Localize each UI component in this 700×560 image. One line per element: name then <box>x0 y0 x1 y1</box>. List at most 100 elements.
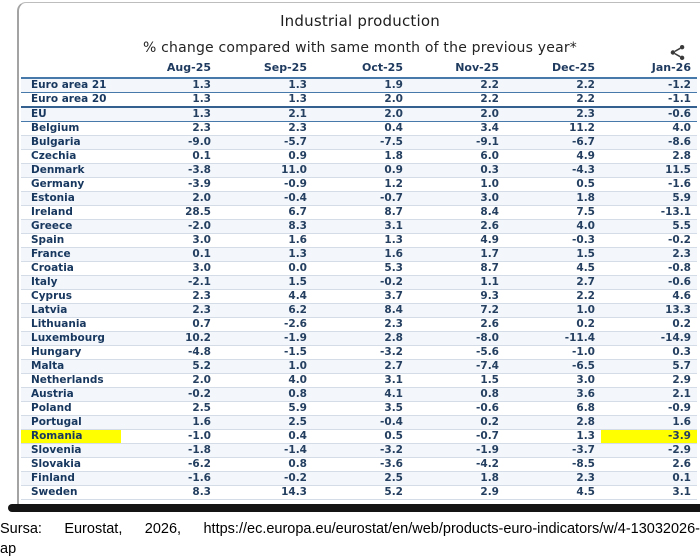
cell-value: 7.2 <box>409 303 505 318</box>
cell-value: 4.9 <box>409 233 505 248</box>
cell-value: 3.0 <box>409 191 505 206</box>
cell-value: 2.7 <box>505 275 601 290</box>
cell-value: 4.5 <box>505 261 601 276</box>
column-header: Aug-25 <box>121 60 217 79</box>
cell-value: -5.7 <box>217 135 313 150</box>
cell-value: 0.1 <box>121 247 217 262</box>
cell-value: 11.5 <box>601 163 697 178</box>
table-row: Slovenia -1.8 -1.4 -3.2 -1.9 -3.7 -2.9 <box>21 443 697 458</box>
cell-value: 2.0 <box>313 92 409 108</box>
cell-value: 2.9 <box>409 485 505 500</box>
data-table: Aug-25 Sep-25 Oct-25 Nov-25 Dec-25 Jan-26 Eur… <box>21 60 697 500</box>
row-label: EU <box>21 107 121 122</box>
cell-value: 1.7 <box>409 247 505 262</box>
cell-value: 5.7 <box>601 359 697 374</box>
table-row: Euro area 21 1.3 1.3 1.9 2.2 2.2 -1.2 <box>21 78 697 93</box>
table-row: Slovakia -6.2 0.8 -3.6 -4.2 -8.5 2.6 <box>21 457 697 472</box>
cell-value: -0.3 <box>505 233 601 248</box>
table-row: Ireland 28.5 6.7 8.7 8.4 7.5 -13.1 <box>21 205 697 220</box>
table-body: Euro area 21 1.3 1.3 1.9 2.2 2.2 -1.2 Euro area… <box>21 78 697 500</box>
cell-value: -11.4 <box>505 331 601 346</box>
cell-value: 4.9 <box>505 149 601 164</box>
cell-value: 2.3 <box>505 107 601 122</box>
cell-value: 2.2 <box>505 78 601 93</box>
cell-value: 3.1 <box>313 373 409 388</box>
cell-value: -1.6 <box>601 177 697 192</box>
cell-value: 4.0 <box>601 121 697 136</box>
row-label: Euro area 21 <box>21 78 121 93</box>
source-line-2: ap <box>0 541 17 557</box>
cell-value: 1.8 <box>505 191 601 206</box>
cell-value: 6.7 <box>217 205 313 220</box>
cell-value: 2.9 <box>601 373 697 388</box>
cell-value: 13.3 <box>601 303 697 318</box>
cell-value: -0.6 <box>601 275 697 290</box>
table-row: France 0.1 1.3 1.6 1.7 1.5 2.3 <box>21 247 697 262</box>
cell-value: -0.4 <box>313 415 409 430</box>
cell-value: 2.6 <box>409 219 505 234</box>
row-label: Denmark <box>21 163 121 178</box>
row-label: Luxembourg <box>21 331 121 346</box>
row-label: Romania <box>21 429 121 444</box>
cell-value: 3.5 <box>313 401 409 416</box>
cell-value: 0.2 <box>601 317 697 332</box>
cell-value: 1.6 <box>121 415 217 430</box>
cell-value: 8.7 <box>409 261 505 276</box>
row-label: Austria <box>21 387 121 402</box>
cell-value: 1.3 <box>121 92 217 108</box>
source-line-1: Sursa: Eurostat, 2026, https://ec.europa… <box>0 521 700 537</box>
row-label: Sweden <box>21 485 121 500</box>
page-title: Industrial production <box>280 12 440 30</box>
row-label: Netherlands <box>21 373 121 388</box>
cell-value: 5.9 <box>601 191 697 206</box>
cell-value: -2.0 <box>121 219 217 234</box>
cell-value: 0.5 <box>505 177 601 192</box>
cell-value: 1.3 <box>121 78 217 93</box>
cell-value: -0.2 <box>601 233 697 248</box>
cell-value: 0.2 <box>409 415 505 430</box>
cell-value: 1.5 <box>409 373 505 388</box>
row-label: Hungary <box>21 345 121 360</box>
row-label: Germany <box>21 177 121 192</box>
row-label: Greece <box>21 219 121 234</box>
cell-value: 1.6 <box>313 247 409 262</box>
cell-value: -1.2 <box>601 78 697 93</box>
cell-value: -9.1 <box>409 135 505 150</box>
table-row: Denmark -3.8 11.0 0.9 0.3 -4.3 11.5 <box>21 163 697 178</box>
row-label: France <box>21 247 121 262</box>
cell-value: 0.9 <box>313 163 409 178</box>
cell-value: 11.0 <box>217 163 313 178</box>
cell-value: 8.3 <box>121 485 217 500</box>
cell-value: 0.4 <box>217 429 313 444</box>
table-row: Austria -0.2 0.8 4.1 0.8 3.6 2.1 <box>21 387 697 402</box>
cell-value: -2.1 <box>121 275 217 290</box>
cell-value: 6.2 <box>217 303 313 318</box>
table-row: Romania -1.0 0.4 0.5 -0.7 1.3 -3.9 <box>21 429 697 444</box>
table-row: Poland 2.5 5.9 3.5 -0.6 6.8 -0.9 <box>21 401 697 416</box>
cell-value: 2.3 <box>121 289 217 304</box>
column-header: Nov-25 <box>409 60 505 79</box>
cell-value: 2.0 <box>121 191 217 206</box>
cell-value: 3.1 <box>601 485 697 500</box>
cell-value: -7.4 <box>409 359 505 374</box>
cell-value: -6.5 <box>505 359 601 374</box>
cell-value: 0.0 <box>217 261 313 276</box>
cell-value: 4.1 <box>313 387 409 402</box>
column-header: Jan-26 <box>601 60 697 79</box>
table-row: Croatia 3.0 0.0 5.3 8.7 4.5 -0.8 <box>21 261 697 276</box>
cell-value: 0.7 <box>121 317 217 332</box>
cell-value: 0.1 <box>121 149 217 164</box>
cell-value: 4.0 <box>217 373 313 388</box>
cell-value: 6.8 <box>505 401 601 416</box>
table-row: Germany -3.9 -0.9 1.2 1.0 0.5 -1.6 <box>21 177 697 192</box>
share-icon[interactable] <box>669 44 686 61</box>
cell-value: 7.5 <box>505 205 601 220</box>
cell-value: -1.9 <box>409 443 505 458</box>
table-row: Cyprus 2.3 4.4 3.7 9.3 2.2 4.6 <box>21 289 697 304</box>
cell-value: -3.6 <box>313 457 409 472</box>
cell-value: 3.0 <box>121 261 217 276</box>
cell-value: -14.9 <box>601 331 697 346</box>
cell-value: 2.5 <box>217 415 313 430</box>
row-label: Spain <box>21 233 121 248</box>
